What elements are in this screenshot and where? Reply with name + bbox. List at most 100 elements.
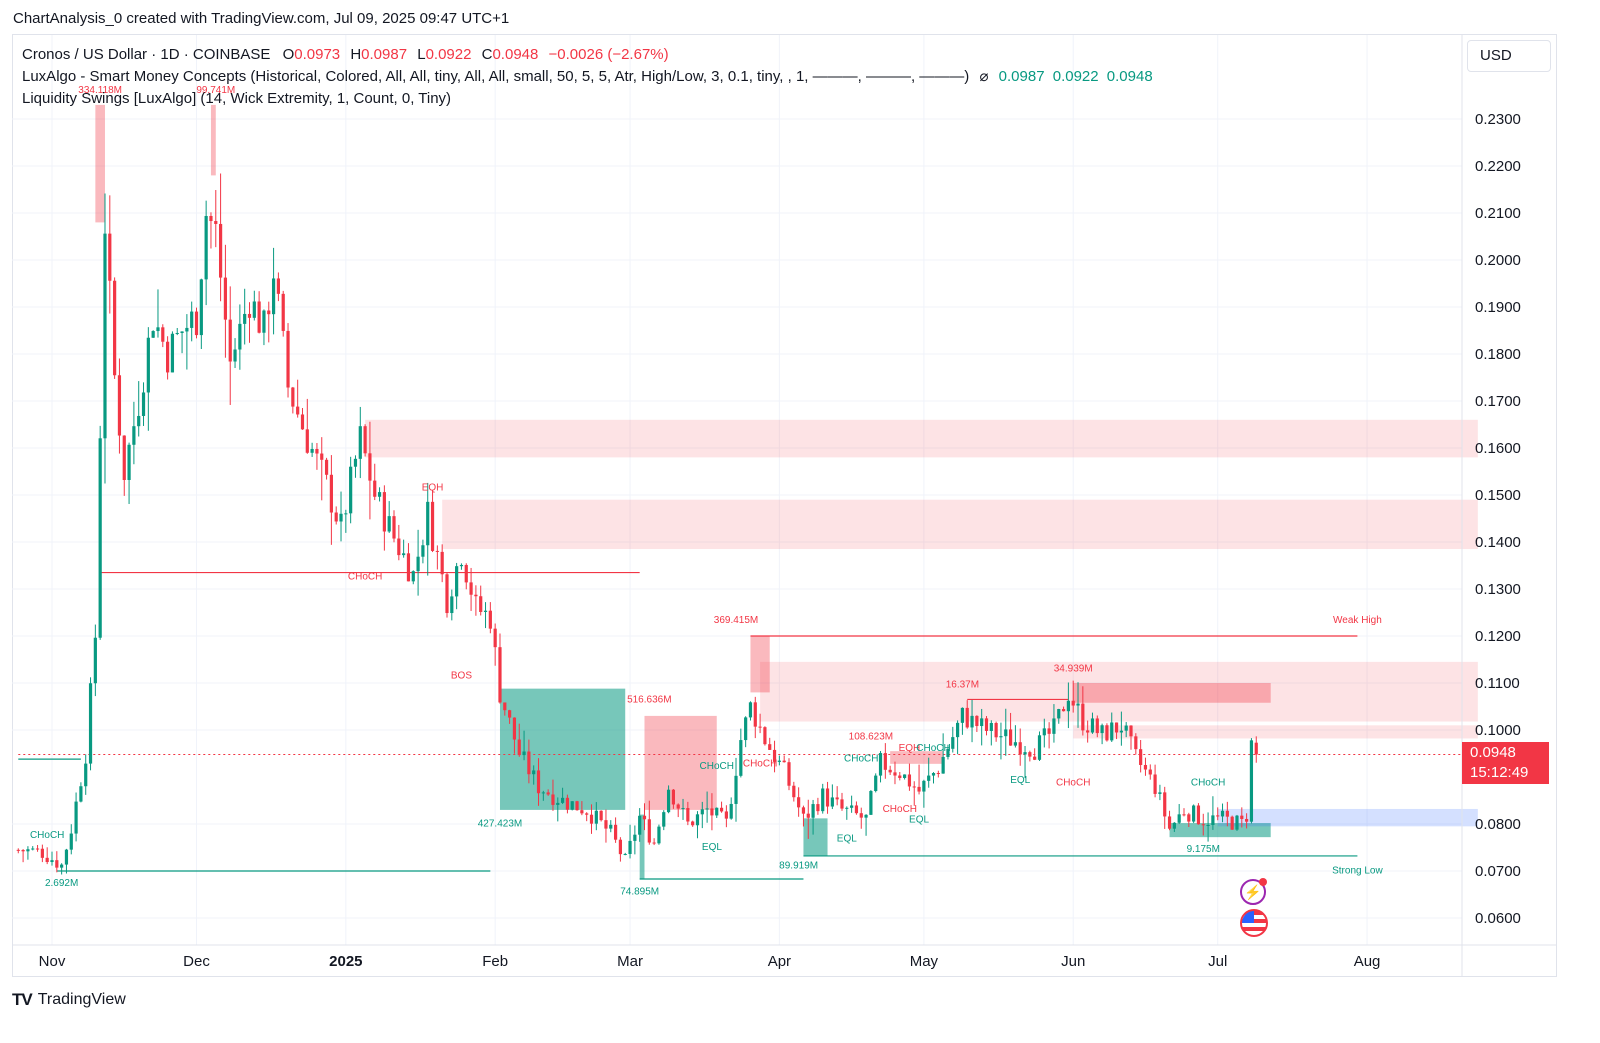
- chart-legend: Cronos / US Dollar · 1D · COINBASE O0.09…: [22, 44, 1153, 110]
- us-flag-icon[interactable]: [1240, 909, 1268, 937]
- currency-button[interactable]: USD: [1467, 40, 1551, 72]
- blue-zone: [1217, 808, 1478, 827]
- candle-body: [45, 857, 49, 863]
- candle-body: [874, 775, 878, 792]
- volume-label: 2.692M: [45, 878, 78, 889]
- candle-body: [965, 707, 969, 728]
- candle-body: [377, 492, 382, 497]
- candle-body: [710, 808, 714, 816]
- y-tick-label: 0.2300: [1475, 111, 1521, 128]
- candle-body: [324, 459, 329, 475]
- candle-body: [26, 849, 30, 852]
- candle-body: [816, 804, 820, 812]
- candle-body: [917, 786, 921, 792]
- candle-body: [821, 788, 825, 812]
- symbol-name[interactable]: Cronos / US Dollar · 1D · COINBASE: [22, 46, 271, 63]
- candle-body: [146, 337, 150, 393]
- candle-body: [792, 785, 796, 798]
- candle-body: [527, 751, 531, 775]
- candle-body: [334, 512, 338, 522]
- candle-body: [1240, 815, 1244, 819]
- candle-body: [1095, 718, 1099, 734]
- candle-body: [1235, 815, 1239, 830]
- order-block-zones: [95, 104, 1478, 880]
- candle-body: [854, 805, 859, 814]
- candle-body: [758, 726, 762, 728]
- candle-body: [349, 466, 353, 514]
- candle-body: [705, 808, 709, 810]
- indicator-liquidity-row[interactable]: Liquidity Swings [LuxAlgo] (14, Wick Ext…: [22, 88, 1153, 110]
- y-tick-label: 0.2000: [1475, 252, 1521, 269]
- candle-body: [276, 278, 280, 294]
- structure-levels: [18, 571, 1478, 880]
- x-tick-label: 2025: [329, 953, 362, 970]
- last-price: 0.0948: [1470, 744, 1516, 761]
- candle-body: [387, 516, 391, 532]
- candle-body: [980, 718, 984, 727]
- candle-body: [320, 453, 324, 460]
- structure-label: EQL: [702, 842, 722, 853]
- candle-body: [989, 722, 993, 731]
- candle-body: [695, 814, 700, 826]
- candle-body: [1206, 824, 1210, 826]
- candle-body: [1220, 810, 1225, 817]
- supply-zone: [644, 715, 717, 810]
- tradingview-footer[interactable]: TV TradingView: [12, 990, 126, 1010]
- symbol-row[interactable]: Cronos / US Dollar · 1D · COINBASE O0.09…: [22, 44, 1153, 66]
- y-tick-label: 0.2100: [1475, 205, 1521, 222]
- candle-body: [233, 349, 237, 362]
- candle-body: [209, 215, 213, 222]
- candle-body: [840, 799, 844, 809]
- candle-body: [402, 553, 406, 556]
- candle-body: [161, 327, 165, 342]
- indicator-liquidity-name[interactable]: Liquidity Swings [LuxAlgo] (14, Wick Ext…: [22, 90, 452, 107]
- candle-body: [1249, 740, 1254, 822]
- indicator-smc-name[interactable]: LuxAlgo - Smart Money Concepts (Historic…: [22, 68, 970, 85]
- candle-body: [715, 807, 719, 816]
- candle-body: [238, 323, 242, 350]
- high-value: 0.0987: [361, 46, 408, 63]
- candle-body: [536, 770, 541, 794]
- candle-body: [1004, 729, 1008, 737]
- volume-label: 89.919M: [779, 861, 818, 872]
- candle-body: [859, 813, 863, 818]
- candle-body: [994, 722, 998, 738]
- volume-label: 427.423M: [478, 818, 522, 829]
- candle-body: [1071, 700, 1075, 706]
- candle-body: [79, 786, 83, 802]
- candle-body: [1057, 709, 1061, 719]
- candle-body: [315, 448, 319, 454]
- supply-zone: [95, 104, 105, 223]
- candle-body: [1129, 725, 1133, 737]
- indicator-smc-row[interactable]: LuxAlgo - Smart Money Concepts (Historic…: [22, 66, 1153, 88]
- close-value: 0.0948: [492, 46, 539, 63]
- candle-body: [878, 753, 883, 776]
- candle-body: [512, 717, 517, 740]
- candle-body: [127, 444, 131, 480]
- candle-body: [744, 717, 748, 741]
- candle-body: [931, 773, 936, 776]
- candle-body: [1216, 815, 1220, 817]
- flash-icon[interactable]: ⚡: [1240, 878, 1267, 905]
- candle-body: [16, 849, 20, 851]
- structure-label: CHoCH: [700, 761, 734, 772]
- candle-body: [421, 545, 425, 557]
- candle-body: [1230, 816, 1234, 830]
- structure-label: CHoCH: [883, 804, 917, 815]
- tradingview-brand[interactable]: TradingView: [37, 991, 126, 1008]
- candle-body: [190, 311, 194, 328]
- candle-body: [1134, 736, 1138, 750]
- candle-body: [922, 780, 926, 792]
- candle-body: [64, 849, 69, 865]
- candle-body: [638, 815, 642, 835]
- candle-body: [252, 301, 256, 318]
- candle-body: [613, 824, 618, 840]
- candle-body: [811, 804, 815, 818]
- tradingview-logo[interactable]: TV: [12, 990, 33, 1009]
- candle-body: [1182, 814, 1186, 816]
- candle-body: [787, 762, 791, 786]
- volume-label: 334.118M: [78, 85, 122, 96]
- structure-label: EQL: [909, 815, 929, 826]
- volume-label: 99.741M: [196, 85, 235, 96]
